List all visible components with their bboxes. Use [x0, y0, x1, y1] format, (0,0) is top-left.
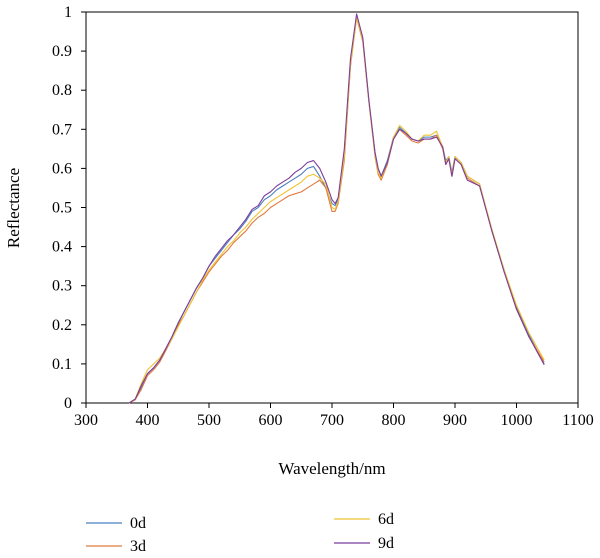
y-axis: 0 0.1 0.2 0.3 0.4 0.5 0.6 0.7 0.8 0.9 1: [52, 4, 86, 412]
x-tick-label: 1000: [501, 412, 533, 429]
legend-label-3d: 3d: [130, 538, 146, 555]
legend-label-9d: 9d: [378, 535, 394, 552]
y-tick-label: 0.8: [52, 82, 72, 99]
y-tick-label: 0.9: [52, 43, 72, 60]
y-tick-label: 0.1: [52, 356, 72, 373]
y-axis-label: Reflectance: [4, 168, 23, 248]
legend-label-6d: 6d: [378, 511, 394, 528]
x-tick-label: 300: [74, 412, 98, 429]
y-tick-label: 0.2: [52, 317, 72, 334]
x-tick-label: 800: [382, 412, 406, 429]
x-tick-label: 900: [443, 412, 467, 429]
y-tick-label: 0.7: [52, 121, 72, 138]
y-tick-label: 0.6: [52, 160, 72, 177]
y-tick-label: 0.5: [52, 200, 72, 217]
x-tick-label: 600: [259, 412, 283, 429]
series-line-9d: [128, 13, 545, 404]
legend: 0d 3d 6d 9d: [86, 511, 394, 555]
legend-label-0d: 0d: [130, 515, 146, 532]
y-tick-label: 0.4: [52, 239, 72, 256]
series-layer: [128, 13, 545, 404]
x-tick-label: 1100: [562, 412, 593, 429]
x-axis-label: Wavelength/nm: [278, 459, 385, 478]
x-axis: 300 400 500 600 700 800 900 1000 1100: [74, 403, 594, 429]
x-tick-label: 400: [136, 412, 160, 429]
y-tick-label: 0: [64, 395, 72, 412]
y-tick-label: 0.3: [52, 278, 72, 295]
y-tick-label: 1: [64, 4, 72, 21]
x-tick-label: 700: [320, 412, 344, 429]
series-line-3d: [128, 17, 545, 404]
series-line-6d: [128, 17, 545, 404]
x-tick-label: 500: [197, 412, 221, 429]
series-line-0d: [128, 15, 545, 404]
